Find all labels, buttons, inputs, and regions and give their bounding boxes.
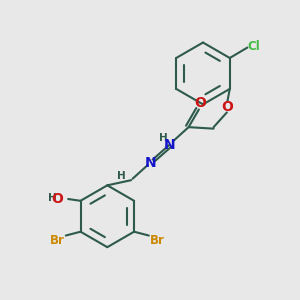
- Text: H: H: [159, 134, 168, 143]
- Text: Cl: Cl: [247, 40, 260, 53]
- Text: O: O: [221, 100, 233, 114]
- Text: N: N: [164, 138, 175, 152]
- Text: Br: Br: [150, 234, 165, 247]
- Text: N: N: [145, 155, 156, 170]
- Text: O: O: [194, 96, 206, 110]
- Text: O: O: [52, 192, 64, 206]
- Text: H: H: [117, 171, 126, 181]
- Text: Br: Br: [50, 234, 64, 247]
- Text: H: H: [48, 193, 57, 203]
